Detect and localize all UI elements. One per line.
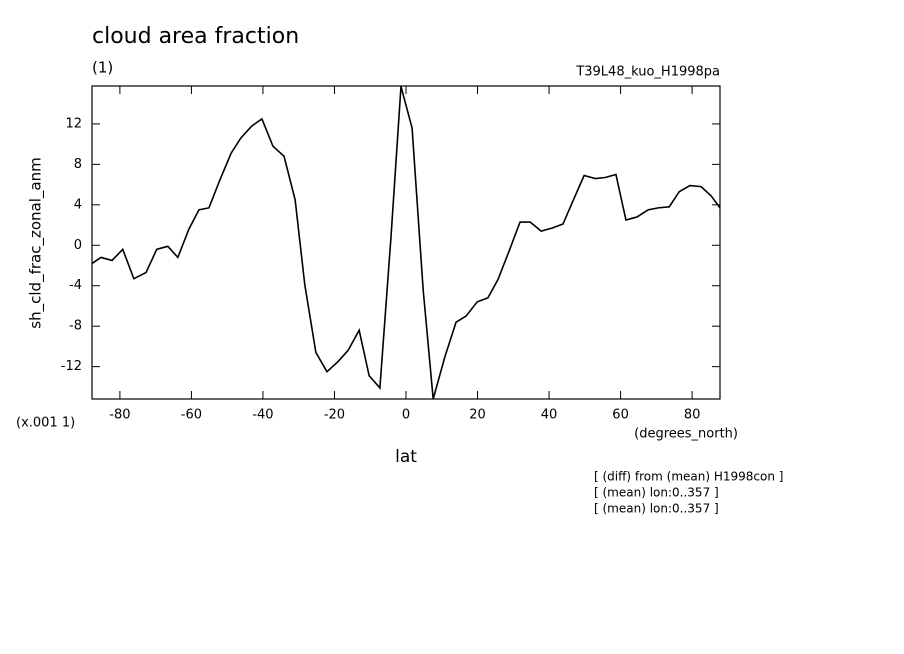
y-scale-label: (x.001 1) <box>16 416 75 431</box>
x-tick-label: -60 <box>181 408 202 423</box>
run-label: T39L48_kuo_H1998pa <box>575 65 720 80</box>
y-tick-label: 8 <box>74 157 82 172</box>
x-unit-label: (degrees_north) <box>634 427 738 442</box>
y-tick-label: -8 <box>69 319 82 334</box>
y-axis-label: sh_cld_frac_zonal_anm <box>27 157 46 328</box>
y-tick-label: -12 <box>61 359 82 374</box>
x-tick-label: 80 <box>684 408 701 423</box>
y-tick-label: 12 <box>65 116 82 131</box>
x-tick-label: 20 <box>469 408 486 423</box>
note: [ (mean) lon:0..357 ] <box>594 502 719 516</box>
x-tick-label: -40 <box>252 408 273 423</box>
note: [ (mean) lon:0..357 ] <box>594 486 719 500</box>
plot-frame <box>91 85 721 400</box>
x-tick-label: -80 <box>109 408 130 423</box>
data-line <box>92 86 720 399</box>
note: [ (diff) from (mean) H1998con ] <box>594 470 783 484</box>
subtitle: (1) <box>92 59 113 77</box>
x-tick-label: -20 <box>324 408 345 423</box>
y-tick-label: 0 <box>74 238 82 253</box>
x-axis-label: lat <box>395 447 417 467</box>
y-tick-label: 4 <box>74 197 82 212</box>
x-tick-label: 0 <box>402 408 410 423</box>
chart-title: cloud area fraction <box>92 24 299 49</box>
y-tick-label: -4 <box>69 278 82 293</box>
x-tick-label: 60 <box>612 408 629 423</box>
x-tick-label: 40 <box>541 408 558 423</box>
